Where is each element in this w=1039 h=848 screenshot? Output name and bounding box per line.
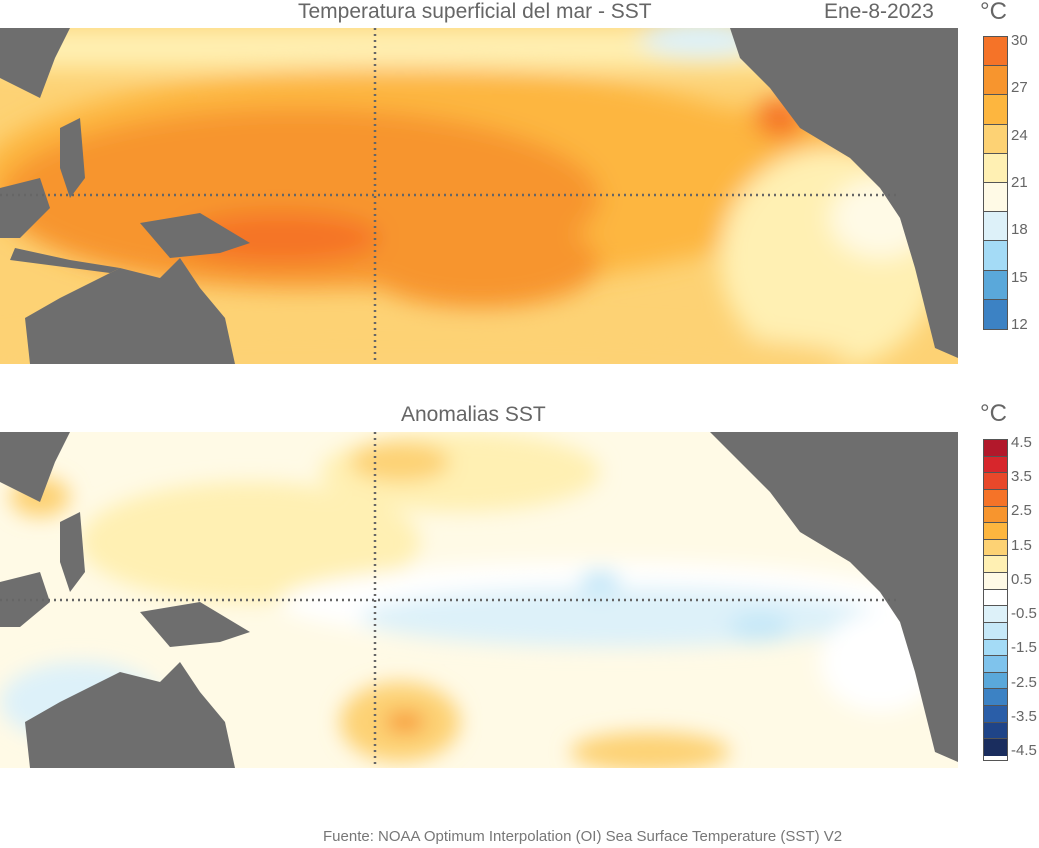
anomaly-colorbar-bin — [984, 672, 1007, 690]
anomaly-colorbar-tick: -3.5 — [1011, 707, 1037, 725]
sst-colorbar-bin — [984, 66, 1007, 96]
anomaly-map — [0, 432, 958, 768]
source-note: Fuente: NOAA Optimum Interpolation (OI) … — [323, 828, 843, 845]
anomaly-colorbar-tick: 0.5 — [1011, 570, 1032, 588]
anomaly-colorbar-bin — [984, 440, 1007, 457]
anomaly-colorbar-tick: -2.5 — [1011, 673, 1037, 691]
sst-colorbar-tick: 12 — [1011, 316, 1028, 333]
anomaly-colorbar-bin — [984, 506, 1007, 524]
anomaly-colorbar-bin — [984, 639, 1007, 657]
sst-colorbar-bin — [984, 182, 1007, 213]
sst-colorbar-bin — [984, 124, 1007, 154]
anomaly-colorbar-bin — [984, 622, 1007, 640]
sst-colorbar-tick: 18 — [1011, 221, 1028, 239]
anomaly-colorbar — [983, 439, 1008, 761]
anomaly-colorbar-tick: -1.5 — [1011, 639, 1037, 657]
anomaly-colorbar-bin — [984, 556, 1007, 573]
anomaly-colorbar-bin — [984, 523, 1007, 540]
sst-colorbar-tick: 30 — [1011, 32, 1028, 49]
anomaly-colorbar-bin — [984, 589, 1007, 607]
anomaly-colorbar-bin — [984, 739, 1007, 756]
sst-colorbar-bin — [984, 153, 1007, 183]
anomaly-colorbar-tick: 1.5 — [1011, 536, 1032, 554]
sst-title: Temperatura superficial del mar - SST — [298, 0, 652, 23]
anomaly-colorbar-bin — [984, 456, 1007, 474]
anomaly-colorbar-bin — [984, 539, 1007, 557]
sst-colorbar-bin — [984, 37, 1007, 67]
anomaly-colorbar-bin — [984, 706, 1007, 723]
anomaly-colorbar-tick: -4.5 — [1011, 742, 1037, 759]
anomaly-colorbar-bin — [984, 489, 1007, 507]
anomaly-colorbar-bin — [984, 573, 1007, 590]
sst-colorbar — [983, 36, 1008, 330]
sst-colorbar-bin — [984, 95, 1007, 125]
anomaly-colorbar-bin — [984, 656, 1007, 673]
anomaly-colorbar-bin — [984, 473, 1007, 490]
sst-colorbar-bin — [984, 270, 1007, 300]
anomaly-colorbar-tick: 4.5 — [1011, 434, 1032, 451]
sst-colorbar-tick: 21 — [1011, 174, 1028, 191]
anomaly-colorbar-bin — [984, 722, 1007, 740]
sst-colorbar-bin — [984, 241, 1007, 271]
sst-colorbar-tick: 27 — [1011, 79, 1028, 97]
anomaly-colorbar-bin — [984, 606, 1007, 623]
anomaly-colorbar-tick: -0.5 — [1011, 605, 1037, 623]
anomaly-title: Anomalias SST — [401, 403, 546, 426]
anomaly-colorbar-tick: 3.5 — [1011, 468, 1032, 486]
anomaly-colorbar-bin — [984, 689, 1007, 706]
sst-colorbar-tick: 15 — [1011, 268, 1028, 286]
anomaly-unit: °C — [980, 400, 1007, 427]
sst-colorbar-bin — [984, 299, 1007, 329]
anomaly-colorbar-tick: 2.5 — [1011, 502, 1032, 520]
sst-map — [0, 28, 958, 364]
sst-unit: °C — [980, 0, 1007, 25]
sst-colorbar-tick: 24 — [1011, 126, 1028, 144]
sst-colorbar-bin — [984, 212, 1007, 242]
date-label: Ene-8-2023 — [824, 0, 934, 23]
